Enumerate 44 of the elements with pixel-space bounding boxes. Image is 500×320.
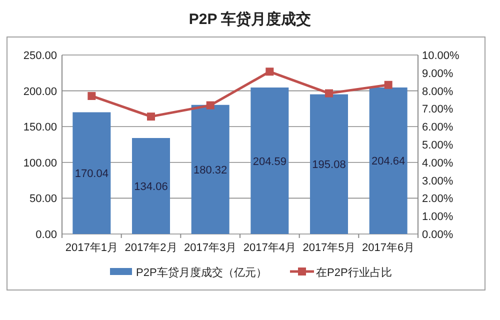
chart-title: P2P 车贷月度成交	[188, 10, 312, 28]
x-tick-label: 2017年6月	[362, 242, 415, 254]
y2-tick-label: 1.00%	[422, 211, 454, 224]
x-tick-label: 2017年5月	[302, 242, 356, 254]
y2-tick-label: 0.00%	[422, 229, 454, 241]
point	[88, 92, 96, 100]
data-label: 204.59	[252, 156, 286, 168]
legend-label: 在P2P行业占比	[316, 266, 392, 279]
legend-label: P2P车贷月度成交（亿元）	[136, 266, 267, 279]
y-tick-label: 200.00	[23, 86, 57, 98]
y2-tick-label: 8.00%	[422, 86, 454, 98]
data-label: 134.06	[134, 181, 168, 194]
point	[147, 112, 155, 121]
y2-tick-label: 4.00%	[422, 157, 454, 170]
point	[384, 80, 392, 89]
bar	[310, 94, 348, 234]
point	[325, 89, 333, 98]
y2-tick-label: 2.00%	[422, 193, 454, 206]
data-label: 195.08	[312, 159, 346, 172]
data-label: 180.32	[194, 164, 228, 176]
y2-tick-label: 3.00%	[422, 175, 454, 188]
y2-tick-label: 9.00%	[422, 68, 454, 80]
point	[266, 68, 274, 76]
y2-tick-label: 10.00%	[422, 50, 460, 62]
data-label: 170.04	[74, 168, 108, 180]
x-tick-label: 2017年2月	[124, 242, 178, 254]
bar	[132, 138, 170, 234]
point	[206, 101, 214, 110]
bar	[191, 104, 230, 234]
y-tick-label: 250.00	[23, 50, 57, 62]
y-tick-label: 50.00	[29, 193, 57, 206]
x-tick-label: 2017年1月	[65, 242, 118, 254]
x-tick-label: 2017年4月	[243, 242, 296, 254]
bar	[72, 112, 111, 234]
bar	[369, 87, 408, 234]
y-tick-label: 100.00	[23, 157, 57, 170]
y2-tick-label: 6.00%	[422, 122, 454, 134]
bar	[250, 88, 289, 234]
y2-tick-label: 7.00%	[422, 104, 454, 116]
x-tick-label: 2017年3月	[184, 242, 237, 254]
data-label: 204.64	[372, 156, 406, 168]
y-tick-label: 0.00	[36, 229, 57, 241]
y-tick-label: 150.00	[23, 122, 57, 134]
y2-tick-label: 5.00%	[422, 140, 454, 152]
